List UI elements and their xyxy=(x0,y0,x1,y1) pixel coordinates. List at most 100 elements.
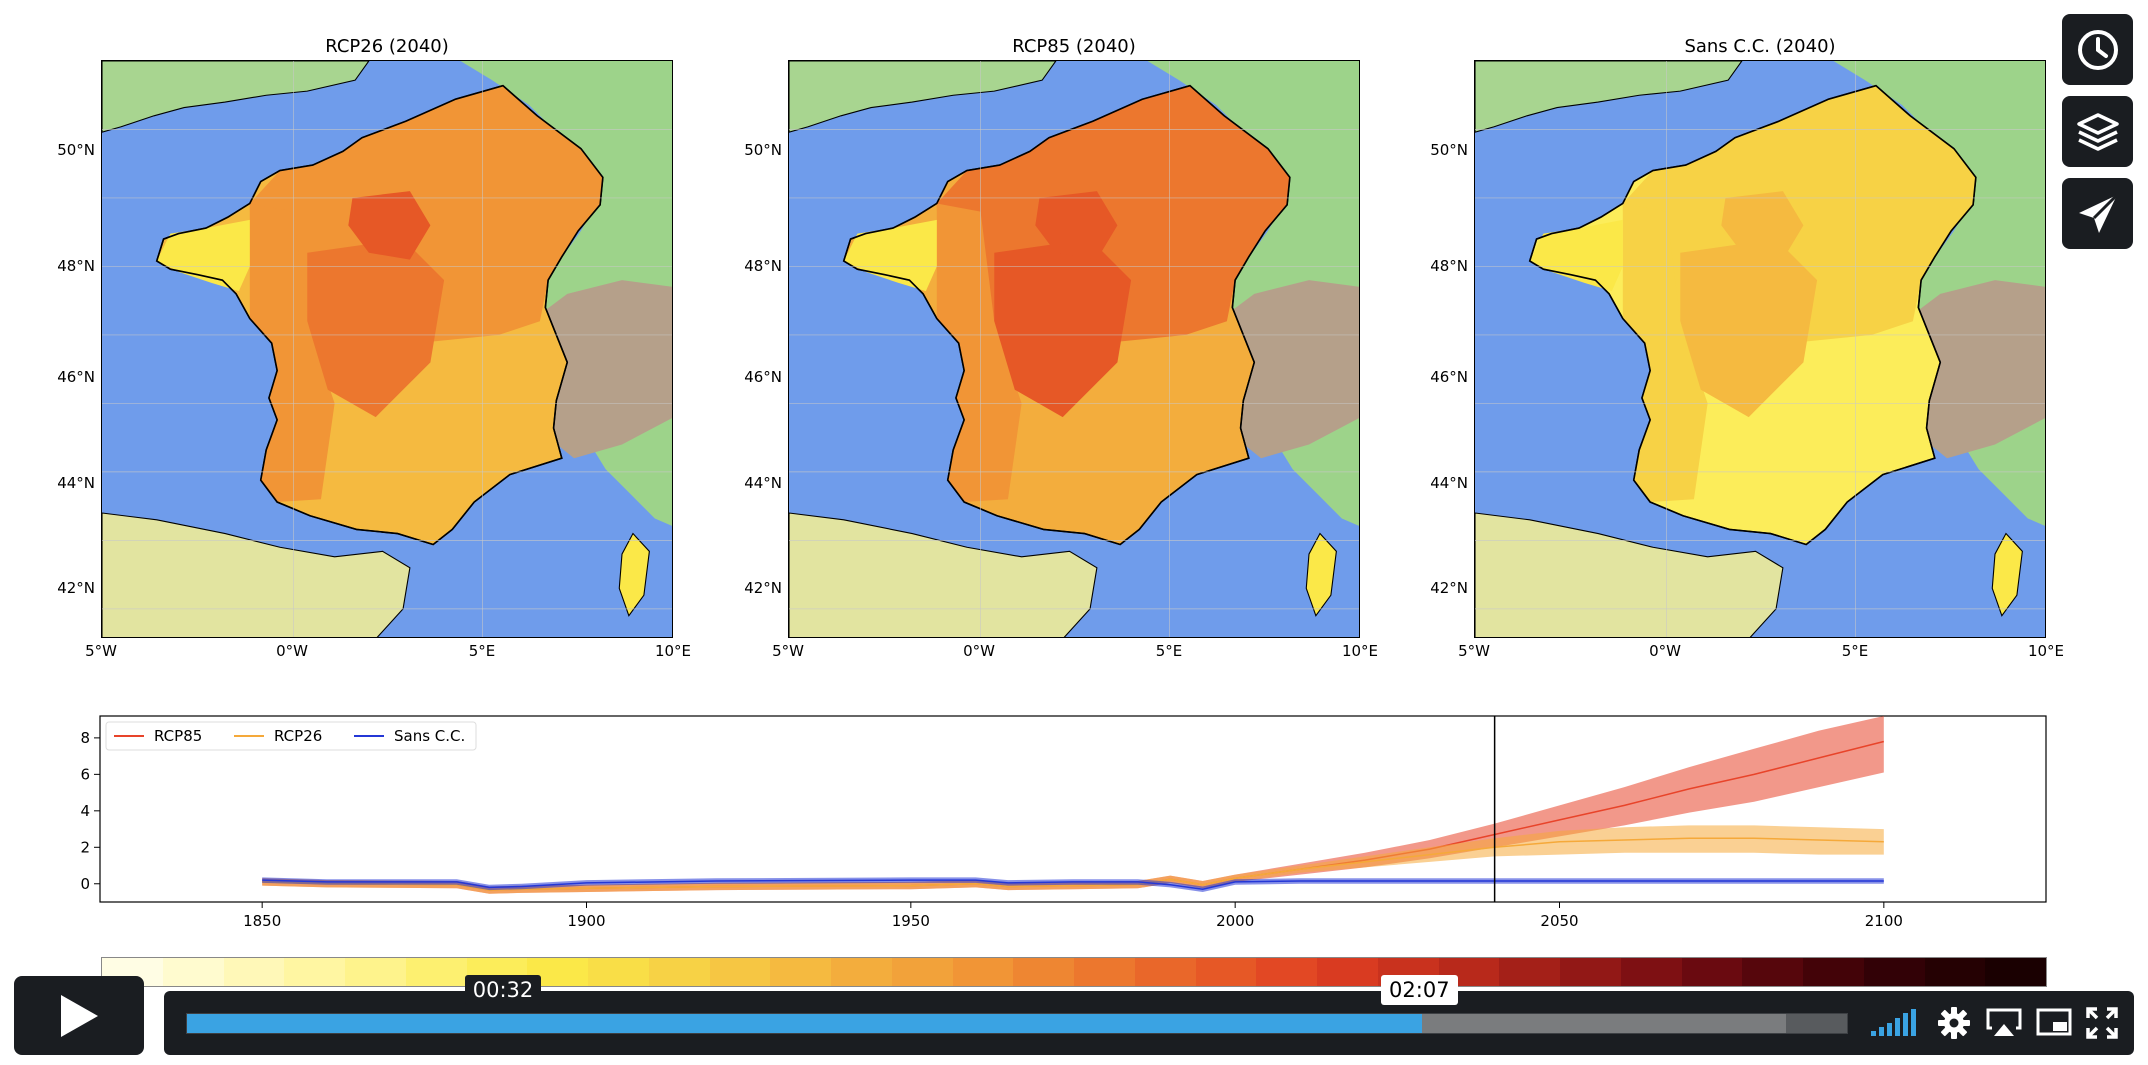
france-map xyxy=(102,61,672,637)
colorbar-segment xyxy=(284,958,345,986)
latitude-label: 50°N xyxy=(744,141,782,159)
latitude-label: 46°N xyxy=(57,368,95,386)
series-band xyxy=(262,825,1884,894)
latitude-label: 48°N xyxy=(1430,257,1468,275)
colorbar-segment xyxy=(648,958,710,986)
colorbar-segment xyxy=(831,958,892,986)
x-tick-label: 1950 xyxy=(892,912,930,930)
latitude-label: 42°N xyxy=(1430,579,1468,597)
collections-button[interactable] xyxy=(2062,96,2133,167)
fullscreen-button[interactable] xyxy=(2086,1007,2118,1043)
x-tick-label: 2050 xyxy=(1540,912,1578,930)
longitude-label: 10°E xyxy=(1341,642,1379,660)
timeseries-chart: 1850 1900 1950 2000 2050 2100 0 2 4 6 8 RCP85 RCP26 S… xyxy=(80,715,2047,930)
longitude-label: 5°E xyxy=(1155,642,1183,660)
colorbar-segment xyxy=(891,958,953,986)
longitude-label: 5°W xyxy=(1458,642,1490,660)
colorbar-segment xyxy=(223,958,285,986)
france-map xyxy=(789,61,1359,637)
share-button[interactable] xyxy=(2062,178,2133,249)
y-tick-label: 0 xyxy=(80,875,90,893)
colorbar-segment xyxy=(1863,958,1925,986)
y-tick-label: 2 xyxy=(80,838,90,856)
colorbar-segment xyxy=(405,958,467,986)
latitude-label: 42°N xyxy=(744,579,782,597)
map-canvas xyxy=(788,60,1360,638)
legend-label: RCP26 xyxy=(274,727,322,745)
latitude-label: 46°N xyxy=(1430,368,1468,386)
legend-label: Sans C.C. xyxy=(394,727,465,745)
colorbar-segment xyxy=(1681,958,1743,986)
volume-control[interactable] xyxy=(1869,1009,1919,1041)
map-title: RCP26 (2040) xyxy=(325,36,449,57)
paper-plane-icon xyxy=(2078,193,2118,233)
series-line xyxy=(262,879,1884,890)
longitude-label: 0°W xyxy=(1649,642,1681,660)
colorbar-segment xyxy=(1803,958,1864,986)
colorbar-segment xyxy=(162,958,224,986)
longitude-label: 0°W xyxy=(276,642,308,660)
watch-later-button[interactable] xyxy=(2062,14,2133,85)
colorbar xyxy=(101,957,2047,987)
colorbar-segment xyxy=(1134,958,1196,986)
latitude-label: 48°N xyxy=(57,257,95,275)
player-controls xyxy=(164,991,2134,1055)
longitude-label: 10°E xyxy=(654,642,692,660)
latitude-label: 50°N xyxy=(1430,141,1468,159)
longitude-label: 0°W xyxy=(963,642,995,660)
colorbar-segment xyxy=(1985,958,2046,986)
pip-icon xyxy=(2036,1008,2072,1036)
latitude-label: 44°N xyxy=(1430,474,1468,492)
played-range xyxy=(187,1014,1423,1033)
layers-icon xyxy=(2076,112,2119,151)
fullscreen-icon xyxy=(2086,1007,2118,1039)
y-tick-label: 8 xyxy=(80,729,90,747)
colorbar-segment xyxy=(1074,958,1135,986)
colorbar-segment xyxy=(1499,958,1560,986)
series-line xyxy=(262,837,1884,891)
clock-icon xyxy=(2077,29,2118,70)
map-canvas xyxy=(101,60,673,638)
x-tick-label: 2000 xyxy=(1216,912,1254,930)
latitude-label: 48°N xyxy=(744,257,782,275)
legend-label: RCP85 xyxy=(154,727,202,745)
colorbar-segment xyxy=(709,958,771,986)
latitude-label: 50°N xyxy=(57,141,95,159)
colorbar-segment xyxy=(588,958,649,986)
x-tick-label: 1900 xyxy=(567,912,605,930)
y-tick-label: 4 xyxy=(80,802,90,820)
colorbar-segment xyxy=(345,958,406,986)
colorbar-segment xyxy=(1256,958,1317,986)
latitude-label: 44°N xyxy=(57,474,95,492)
settings-button[interactable] xyxy=(1937,1006,1971,1044)
latitude-label: 44°N xyxy=(744,474,782,492)
colorbar-segment xyxy=(1620,958,1682,986)
colorbar-segment xyxy=(1013,958,1074,986)
hover-time-tooltip: 00:32 xyxy=(464,975,542,1005)
france-map xyxy=(1475,61,2045,637)
latitude-label: 46°N xyxy=(744,368,782,386)
volume-bars-icon xyxy=(1871,1009,1916,1036)
play-icon xyxy=(61,994,98,1037)
x-tick-label: 1850 xyxy=(243,912,281,930)
map-canvas xyxy=(1474,60,2046,638)
progress-bar[interactable] xyxy=(186,1013,1848,1034)
longitude-label: 5°W xyxy=(85,642,117,660)
colorbar-segment xyxy=(770,958,831,986)
longitude-label: 10°E xyxy=(2027,642,2065,660)
x-tick-label: 2100 xyxy=(1865,912,1903,930)
map-title: RCP85 (2040) xyxy=(1012,36,1136,57)
colorbar-segment xyxy=(952,958,1014,986)
longitude-label: 5°E xyxy=(1841,642,1869,660)
latitude-label: 42°N xyxy=(57,579,95,597)
gear-icon xyxy=(1938,1007,1970,1039)
colorbar-segment xyxy=(1195,958,1257,986)
play-button[interactable] xyxy=(14,976,144,1055)
chart-legend: RCP85 RCP26 Sans C.C. xyxy=(105,721,477,751)
pip-button[interactable] xyxy=(2036,1008,2072,1042)
colorbar-segment xyxy=(1742,958,1803,986)
airplay-button[interactable] xyxy=(1986,1008,2022,1042)
colorbar-segment xyxy=(1560,958,1621,986)
colorbar-segment xyxy=(1317,958,1378,986)
longitude-label: 5°W xyxy=(772,642,804,660)
